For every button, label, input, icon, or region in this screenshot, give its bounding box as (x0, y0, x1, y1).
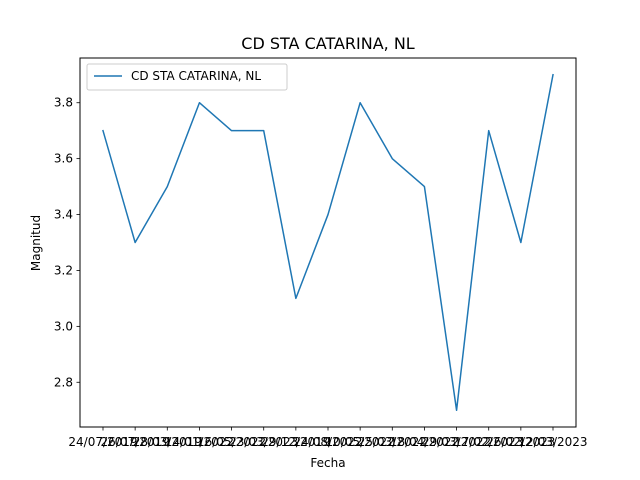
x-tick-label: 28/03/2019 (133, 435, 202, 449)
plot-area: 24/07/201926/07/201928/03/201914/01/2022… (54, 57, 588, 449)
x-tick-label: 10/05/2022 (326, 435, 395, 449)
x-tick-label: 17/02/2023 (454, 435, 523, 449)
y-tick-label: 3.2 (54, 263, 73, 277)
x-tick-label: 12/03/2023 (518, 435, 587, 449)
legend-box (86, 63, 288, 91)
y-tick-label: 3.6 (54, 152, 73, 166)
x-axis-label: Fecha (310, 456, 345, 470)
x-tick-label: 29/12/2019 (261, 435, 330, 449)
x-tick-label: 18/04/2022 (390, 435, 459, 449)
y-axis-label: Magnitud (29, 215, 43, 271)
y-tick-label: 2.8 (54, 375, 73, 389)
x-tick-label: 26/07/2019 (101, 435, 170, 449)
x-tick-label: 29/03/2022 (422, 435, 491, 449)
x-axis-ticks: 24/07/201926/07/201928/03/201914/01/2022… (68, 427, 588, 449)
y-tick-label: 3.8 (54, 96, 73, 110)
series-layer (102, 73, 554, 411)
y-axis-ticks: 2.8 3.0 3.2 3.4 3.6 3.8 (54, 96, 80, 389)
x-tick-label: 16/05/2022 (197, 435, 266, 449)
legend-label: CD STA CATARINA, NL (131, 69, 261, 83)
x-tick-label: 24/07/2019 (68, 435, 137, 449)
series-line-0 (102, 73, 554, 411)
x-tick-label: 14/01/2022 (165, 435, 234, 449)
y-tick-label: 3.0 (54, 319, 73, 333)
x-tick-label: 25/03/2022 (358, 435, 427, 449)
x-tick-label: 24/08/2022 (293, 435, 362, 449)
chart-title: CD STA CATARINA, NL (241, 34, 415, 53)
legend: CD STA CATARINA, NL (86, 63, 288, 91)
x-tick-label: 26/02/2023 (486, 435, 555, 449)
x-tick-label: 23/03/2023 (229, 435, 298, 449)
y-tick-label: 3.4 (54, 208, 73, 222)
